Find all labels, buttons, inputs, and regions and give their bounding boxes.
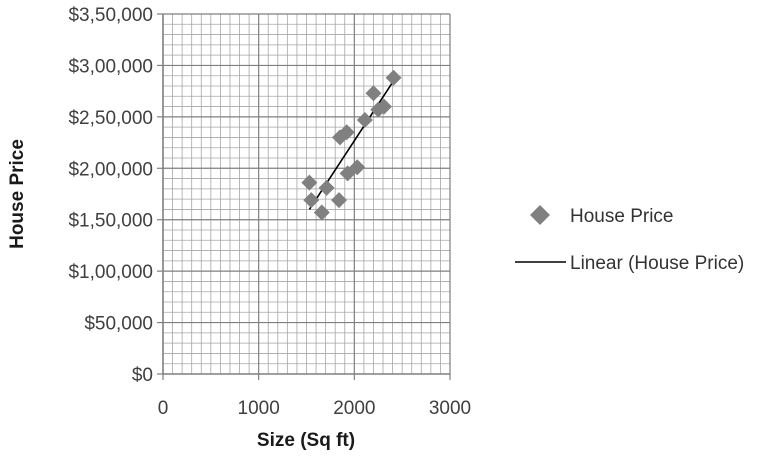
- x-axis-title: Size (Sq ft): [257, 430, 355, 451]
- legend-label-house-price: House Price: [570, 206, 674, 227]
- x-tick-label: 3000: [429, 398, 471, 419]
- data-point: [313, 204, 330, 221]
- tick-labels: $0 $50,000 $1,00,000 $1,50,000 $2,00,000 $2,5…: [68, 5, 471, 419]
- chart-axes: [157, 13, 451, 380]
- data-point: [356, 111, 373, 128]
- legend-label-linear: Linear (House Price): [570, 253, 744, 274]
- data-point: [338, 124, 355, 141]
- data-point: [318, 179, 335, 196]
- y-tick-label: $0: [132, 365, 153, 386]
- y-tick-label: $1,50,000: [68, 211, 153, 232]
- data-point: [349, 159, 366, 176]
- y-tick-label: $2,50,000: [68, 108, 153, 129]
- chart-gridlines: [163, 13, 451, 374]
- x-tick-label: 2000: [333, 398, 375, 419]
- x-tick-label: 1000: [238, 398, 280, 419]
- data-point: [375, 98, 392, 115]
- y-tick-label: $2,00,000: [68, 159, 153, 180]
- y-tick-label: $1,00,000: [68, 262, 153, 283]
- y-tick-label: $50,000: [84, 314, 153, 335]
- y-tick-label: $3,50,000: [68, 5, 153, 26]
- y-tick-label: $3,00,000: [68, 56, 153, 77]
- data-point: [301, 174, 318, 191]
- data-point: [385, 69, 402, 86]
- legend-diamond-marker: [530, 205, 550, 225]
- data-point: [365, 85, 382, 102]
- data-point: [303, 192, 320, 209]
- legend: House Price Linear (House Price): [515, 205, 744, 274]
- x-tick-label: 0: [158, 398, 169, 419]
- y-axis-title: House Price: [7, 139, 28, 249]
- data-points: [301, 69, 402, 221]
- data-point: [331, 192, 348, 209]
